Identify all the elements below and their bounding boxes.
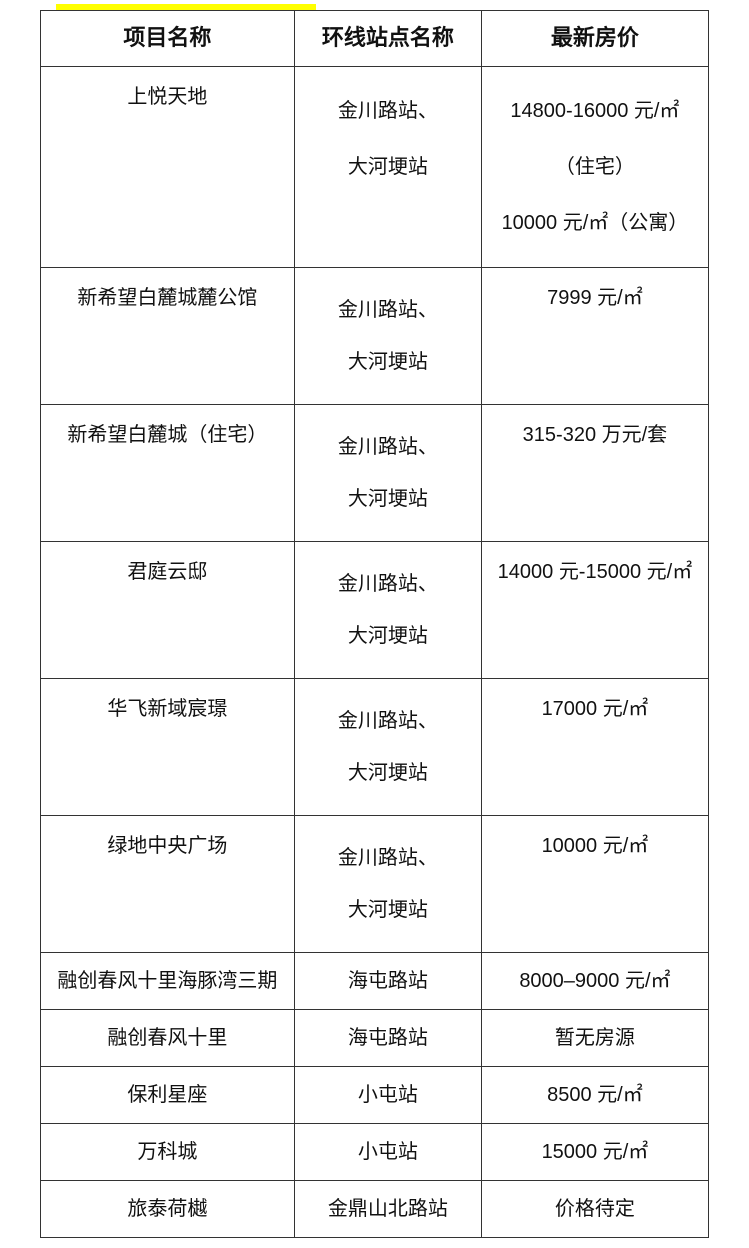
cell-price: 315-320 万元/套 <box>481 404 708 541</box>
cell-station: 海屯路站 <box>294 1009 481 1066</box>
table-header-row: 项目名称 环线站点名称 最新房价 <box>41 11 709 67</box>
table-row: 新希望白麓城（住宅）金川路站、大河埂站315-320 万元/套 <box>41 404 709 541</box>
cell-project: 万科城 <box>41 1123 295 1180</box>
cell-project: 保利星座 <box>41 1066 295 1123</box>
cell-project: 融创春风十里海豚湾三期 <box>41 952 295 1009</box>
cell-project: 上悦天地 <box>41 66 295 267</box>
cell-price: 15000 元/㎡ <box>481 1123 708 1180</box>
col-header-price: 最新房价 <box>481 11 708 67</box>
cell-price: 7999 元/㎡ <box>481 267 708 404</box>
cell-station: 小屯站 <box>294 1066 481 1123</box>
table-body: 上悦天地金川路站、大河埂站14800-16000 元/㎡（住宅）10000 元/… <box>41 66 709 1237</box>
cell-price: 14000 元-15000 元/㎡ <box>481 541 708 678</box>
cell-price: 价格待定 <box>481 1180 708 1237</box>
cell-project: 融创春风十里 <box>41 1009 295 1066</box>
table-row: 君庭云邸金川路站、大河埂站14000 元-15000 元/㎡ <box>41 541 709 678</box>
cell-project: 旅泰荷樾 <box>41 1180 295 1237</box>
table-row: 上悦天地金川路站、大河埂站14800-16000 元/㎡（住宅）10000 元/… <box>41 66 709 267</box>
cell-station: 金川路站、大河埂站 <box>294 678 481 815</box>
table-row: 旅泰荷樾金鼎山北路站价格待定 <box>41 1180 709 1237</box>
cell-project: 华飞新域宸璟 <box>41 678 295 815</box>
cell-price: 8500 元/㎡ <box>481 1066 708 1123</box>
cell-project: 绿地中央广场 <box>41 815 295 952</box>
cell-price: 8000–9000 元/㎡ <box>481 952 708 1009</box>
cell-station: 金川路站、大河埂站 <box>294 66 481 267</box>
cell-project: 新希望白麓城麓公馆 <box>41 267 295 404</box>
cell-station: 金川路站、大河埂站 <box>294 815 481 952</box>
table-row: 华飞新域宸璟金川路站、大河埂站17000 元/㎡ <box>41 678 709 815</box>
cell-station: 海屯路站 <box>294 952 481 1009</box>
table-row: 融创春风十里海豚湾三期海屯路站8000–9000 元/㎡ <box>41 952 709 1009</box>
cell-station: 金川路站、大河埂站 <box>294 404 481 541</box>
table-row: 融创春风十里海屯路站暂无房源 <box>41 1009 709 1066</box>
cell-price: 10000 元/㎡ <box>481 815 708 952</box>
cell-price: 暂无房源 <box>481 1009 708 1066</box>
cell-station: 金川路站、大河埂站 <box>294 541 481 678</box>
cell-station: 小屯站 <box>294 1123 481 1180</box>
price-table: 项目名称 环线站点名称 最新房价 上悦天地金川路站、大河埂站14800-1600… <box>40 10 709 1238</box>
table-row: 保利星座小屯站8500 元/㎡ <box>41 1066 709 1123</box>
cell-project: 君庭云邸 <box>41 541 295 678</box>
table-row: 万科城小屯站15000 元/㎡ <box>41 1123 709 1180</box>
col-header-station: 环线站点名称 <box>294 11 481 67</box>
table-row: 新希望白麓城麓公馆金川路站、大河埂站7999 元/㎡ <box>41 267 709 404</box>
cell-project: 新希望白麓城（住宅） <box>41 404 295 541</box>
cell-station: 金鼎山北路站 <box>294 1180 481 1237</box>
cell-price: 17000 元/㎡ <box>481 678 708 815</box>
table-row: 绿地中央广场金川路站、大河埂站10000 元/㎡ <box>41 815 709 952</box>
cell-price: 14800-16000 元/㎡（住宅）10000 元/㎡（公寓） <box>481 66 708 267</box>
col-header-project: 项目名称 <box>41 11 295 67</box>
cell-station: 金川路站、大河埂站 <box>294 267 481 404</box>
